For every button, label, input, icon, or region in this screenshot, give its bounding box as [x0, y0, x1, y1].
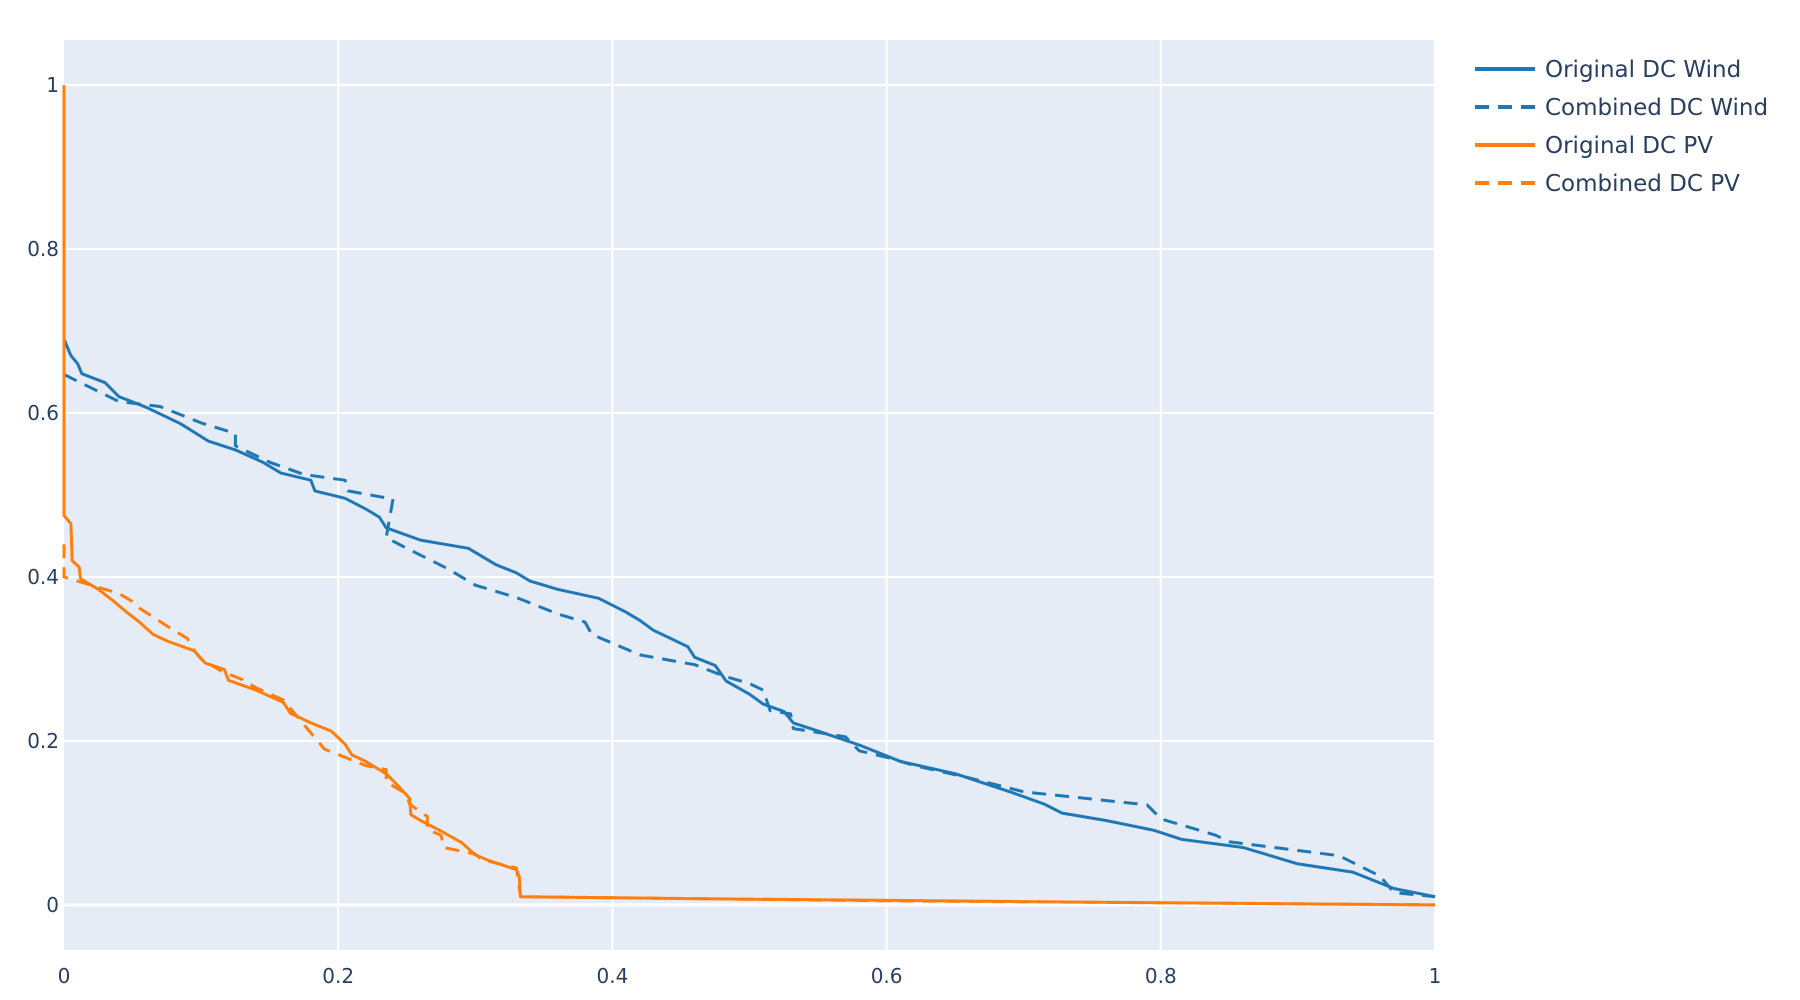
- legend-item[interactable]: Original DC Wind: [1475, 57, 1741, 83]
- legend-label: Original DC Wind: [1545, 57, 1741, 83]
- y-tick-label: 0.4: [27, 565, 59, 589]
- y-tick-label: 0.8: [27, 237, 59, 261]
- legend-item[interactable]: Original DC PV: [1475, 133, 1713, 159]
- x-tick-label: 0.8: [1145, 964, 1177, 988]
- series-line-original-dc-wind: [62, 338, 1436, 899]
- x-tick-label: 1: [1429, 964, 1442, 988]
- x-tick-label: 0.6: [871, 964, 903, 988]
- plot-background: [64, 40, 1435, 950]
- series-lines: [62, 85, 1436, 907]
- x-tick-label: 0.2: [322, 964, 354, 988]
- legend-item[interactable]: Combined DC PV: [1475, 171, 1740, 197]
- y-tick-label: 0.6: [27, 401, 59, 425]
- legend-label: Original DC PV: [1545, 133, 1713, 159]
- y-tick-label: 1: [46, 73, 59, 97]
- legend-label: Combined DC Wind: [1545, 95, 1768, 121]
- legend-label: Combined DC PV: [1545, 171, 1740, 197]
- y-axis-ticks: 0 0.2 0.4 0.6 0.8 1: [27, 73, 59, 917]
- series-line-original-dc-pv: [62, 85, 1436, 907]
- legend[interactable]: Original DC Wind Combined DC Wind Original…: [1475, 57, 1768, 197]
- grid: [64, 40, 1436, 950]
- x-tick-label: 0.4: [596, 964, 628, 988]
- y-tick-label: 0: [46, 893, 59, 917]
- legend-item[interactable]: Combined DC Wind: [1475, 95, 1768, 121]
- x-tick-label: 0: [58, 964, 71, 988]
- series-line-combined-dc-wind: [63, 373, 1436, 899]
- x-axis-ticks: 0 0.2 0.4 0.6 0.8 1: [58, 964, 1442, 988]
- series-line-combined-dc-pv: [62, 544, 1436, 907]
- y-tick-label: 0.2: [27, 729, 59, 753]
